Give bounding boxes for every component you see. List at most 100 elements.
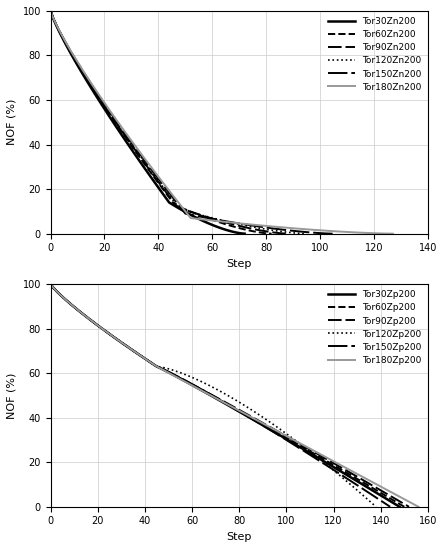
Tor120Zn200 — [83, 73, 88, 80]
Line: Tor60Zp200: Tor60Zp200 — [51, 284, 404, 507]
Tor90Zn200 — [96, 94, 102, 101]
Tor120Zn200 — [282, 228, 288, 235]
Tor60Zp200 — [296, 441, 301, 448]
Tor180Zp200 — [147, 358, 152, 365]
Tor150Zn200 — [212, 216, 218, 222]
Tor180Zp200 — [67, 300, 72, 306]
Tor150Zp200 — [48, 281, 53, 287]
Tor180Zn200 — [342, 228, 347, 235]
Line: Tor180Zp200: Tor180Zp200 — [51, 284, 418, 507]
Tor120Zp200 — [232, 396, 237, 402]
Tor180Zn200 — [226, 219, 231, 226]
Tor90Zn200 — [285, 231, 290, 237]
Tor60Zn200 — [180, 205, 185, 211]
Tor60Zp200 — [173, 373, 178, 379]
Tor120Zp200 — [373, 503, 379, 510]
Tor120Zp200 — [366, 497, 372, 504]
Tor120Zn200 — [304, 231, 309, 237]
Line: Tor90Zp200: Tor90Zp200 — [51, 284, 409, 507]
Tor30Zp200 — [131, 348, 136, 354]
Tor60Zn200 — [207, 216, 212, 222]
Tor150Zp200 — [244, 412, 249, 419]
Tor180Zp200 — [185, 379, 190, 386]
Line: Tor60Zn200: Tor60Zn200 — [51, 11, 272, 234]
Tor30Zn200 — [91, 89, 96, 96]
X-axis label: Step: Step — [226, 259, 252, 269]
Tor90Zp200 — [345, 468, 350, 474]
Tor90Zp200 — [48, 281, 53, 287]
Line: Tor150Zp200: Tor150Zp200 — [51, 284, 390, 507]
Tor180Zp200 — [60, 294, 65, 300]
Tor180Zp200 — [416, 503, 421, 510]
Tor180Zp200 — [260, 420, 266, 427]
Tor150Zn200 — [293, 228, 298, 234]
Tor30Zn200 — [145, 169, 150, 176]
Tor60Zp200 — [402, 503, 407, 510]
Tor180Zn200 — [174, 198, 180, 204]
Tor30Zp200 — [48, 281, 53, 287]
Tor120Zn200 — [185, 208, 190, 215]
Tor60Zp200 — [48, 281, 53, 287]
Line: Tor120Zp200: Tor120Zp200 — [51, 284, 376, 507]
Tor180Zn200 — [188, 215, 194, 221]
Line: Tor30Zp200: Tor30Zp200 — [51, 284, 400, 507]
Tor60Zp200 — [220, 398, 226, 405]
Tor120Zp200 — [48, 281, 53, 287]
Tor120Zp200 — [53, 287, 58, 293]
Tor90Zn200 — [48, 8, 53, 14]
Tor60Zp200 — [262, 422, 268, 429]
X-axis label: Step: Step — [226, 532, 252, 542]
Tor150Zn200 — [56, 26, 61, 33]
Line: Tor180Zn200: Tor180Zn200 — [51, 11, 393, 234]
Tor90Zp200 — [95, 322, 100, 329]
Tor180Zn200 — [374, 230, 379, 237]
Y-axis label: NOF (%): NOF (%) — [7, 372, 17, 418]
Tor120Zn200 — [159, 181, 164, 188]
Tor30Zn200 — [48, 8, 53, 14]
Tor90Zn200 — [169, 197, 174, 203]
Tor180Zn200 — [131, 141, 137, 148]
Line: Tor120Zn200: Tor120Zn200 — [51, 11, 307, 234]
Tor120Zp200 — [50, 284, 56, 290]
Tor60Zp200 — [272, 428, 277, 434]
Tor30Zn200 — [210, 222, 215, 228]
Tor30Zn200 — [113, 122, 118, 128]
Tor60Zp200 — [395, 499, 400, 506]
Tor90Zn200 — [139, 156, 145, 163]
Legend: Tor30Zp200, Tor60Zp200, Tor90Zp200, Tor120Zp200, Tor150Zp200, Tor180Zp200: Tor30Zp200, Tor60Zp200, Tor90Zp200, Tor1… — [324, 287, 425, 368]
Y-axis label: NOF (%): NOF (%) — [7, 99, 17, 145]
Tor150Zp200 — [364, 488, 369, 495]
Tor90Zn200 — [78, 65, 83, 71]
Tor90Zn200 — [72, 56, 78, 63]
Tor90Zp200 — [71, 304, 77, 310]
Tor90Zp200 — [402, 501, 407, 507]
Tor180Zn200 — [48, 8, 53, 14]
Tor30Zn200 — [215, 224, 220, 231]
Tor180Zn200 — [390, 231, 396, 237]
Tor150Zn200 — [331, 231, 336, 237]
Tor30Zp200 — [201, 388, 206, 395]
Tor60Zn200 — [61, 37, 67, 43]
Tor60Zn200 — [48, 8, 53, 14]
Tor180Zp200 — [48, 281, 53, 287]
Tor150Zn200 — [215, 216, 220, 223]
Tor30Zn200 — [223, 227, 228, 233]
Tor60Zn200 — [94, 91, 99, 97]
Tor30Zp200 — [133, 349, 138, 356]
Tor30Zp200 — [93, 321, 98, 327]
Tor150Zp200 — [314, 456, 320, 463]
Line: Tor90Zn200: Tor90Zn200 — [51, 11, 288, 234]
Tor90Zp200 — [206, 390, 211, 396]
Tor60Zn200 — [80, 70, 86, 76]
Tor120Zn200 — [121, 129, 126, 136]
Tor30Zp200 — [397, 503, 402, 510]
Tor150Zp200 — [388, 503, 393, 510]
Tor150Zn200 — [48, 8, 53, 14]
Tor90Zp200 — [406, 503, 412, 510]
Tor90Zp200 — [300, 442, 305, 449]
Tor150Zp200 — [64, 298, 70, 304]
Tor60Zn200 — [269, 231, 274, 237]
Legend: Tor30Zn200, Tor60Zn200, Tor90Zn200, Tor120Zn200, Tor150Zn200, Tor180Zn200: Tor30Zn200, Tor60Zn200, Tor90Zn200, Tor1… — [324, 14, 425, 95]
Tor150Zn200 — [242, 221, 247, 228]
Line: Tor150Zn200: Tor150Zn200 — [51, 11, 333, 234]
